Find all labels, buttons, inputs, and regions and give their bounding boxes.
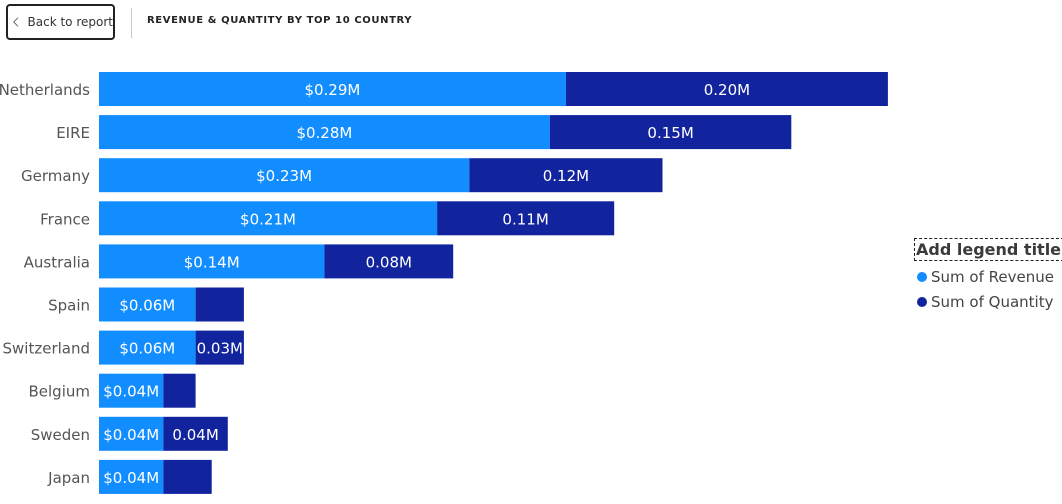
legend: Add legend title Sum of Revenue Sum of Q… <box>914 238 1062 311</box>
revenue-bar-japan[interactable] <box>99 459 164 494</box>
quantity-bar-belgium[interactable] <box>163 373 196 408</box>
legend-marker-quantity <box>917 297 927 307</box>
quantity-bar-australia[interactable] <box>324 244 454 279</box>
header-divider <box>131 8 132 38</box>
revenue-data-label-netherlands: $0.29M <box>304 81 360 99</box>
revenue-bar-eire[interactable] <box>99 115 550 150</box>
revenue-bar-germany[interactable] <box>99 158 470 193</box>
quantity-data-label-sweden: 0.04M <box>172 426 218 444</box>
category-label-sweden: Sweden <box>31 426 90 444</box>
revenue-data-label-belgium: $0.04M <box>103 383 159 401</box>
legend-item-revenue[interactable]: Sum of Revenue <box>917 268 1062 286</box>
revenue-bar-netherlands[interactable] <box>99 72 566 106</box>
legend-item-quantity[interactable]: Sum of Quantity <box>917 293 1062 311</box>
legend-marker-revenue <box>917 272 927 282</box>
revenue-data-label-switzerland: $0.06M <box>119 340 175 358</box>
quantity-data-label-eire: 0.15M <box>647 124 693 142</box>
revenue-bar-spain[interactable] <box>99 287 196 322</box>
chevron-left-icon <box>13 17 19 27</box>
legend-label-revenue: Sum of Revenue <box>931 268 1054 286</box>
quantity-data-label-france: 0.11M <box>502 210 548 228</box>
page-title: REVENUE & QUANTITY BY TOP 10 COUNTRY <box>147 15 413 26</box>
revenue-data-label-japan: $0.04M <box>103 469 159 487</box>
category-label-france: France <box>40 210 90 228</box>
revenue-data-label-france: $0.21M <box>240 210 296 228</box>
revenue-data-label-eire: $0.28M <box>296 124 352 142</box>
revenue-data-label-germany: $0.23M <box>256 167 312 185</box>
revenue-data-label-sweden: $0.04M <box>103 426 159 444</box>
revenue-bar-sweden[interactable] <box>99 416 164 451</box>
bar-chart: Netherlands $0.29M 0.20M EIRE $0.28M 0.15M Ger… <box>0 72 888 494</box>
category-label-netherlands: Netherlands <box>0 81 90 99</box>
quantity-bar-france[interactable] <box>437 201 615 236</box>
category-label-switzerland: Switzerland <box>3 340 91 358</box>
category-label-eire: EIRE <box>56 124 90 142</box>
revenue-data-label-spain: $0.06M <box>119 297 175 315</box>
quantity-data-label-switzerland: 0.03M <box>197 340 243 358</box>
quantity-data-label-australia: 0.08M <box>366 253 412 271</box>
quantity-bar-japan[interactable] <box>163 459 212 494</box>
quantity-data-label-netherlands: 0.20M <box>704 81 750 99</box>
legend-title[interactable]: Add legend title <box>914 238 1062 261</box>
quantity-bar-spain[interactable] <box>195 287 244 322</box>
quantity-bar-germany[interactable] <box>469 158 663 193</box>
category-label-spain: Spain <box>48 297 90 315</box>
category-label-germany: Germany <box>21 167 90 185</box>
legend-label-quantity: Sum of Quantity <box>931 293 1054 311</box>
quantity-bar-sweden[interactable] <box>163 416 228 451</box>
quantity-data-label-germany: 0.12M <box>543 167 589 185</box>
quantity-bar-eire[interactable] <box>549 115 792 150</box>
revenue-bar-france[interactable] <box>99 201 438 236</box>
category-label-japan: Japan <box>47 469 90 487</box>
revenue-bar-australia[interactable] <box>99 244 325 279</box>
revenue-bar-switzerland[interactable] <box>99 330 196 365</box>
revenue-bar-belgium[interactable] <box>99 373 164 408</box>
revenue-data-label-australia: $0.14M <box>184 253 240 271</box>
quantity-bar-switzerland[interactable] <box>195 330 244 365</box>
back-to-report-button[interactable]: Back to report <box>6 4 115 40</box>
quantity-bar-netherlands[interactable] <box>565 72 888 106</box>
category-label-australia: Australia <box>24 253 90 271</box>
back-to-report-label: Back to report <box>27 15 113 29</box>
category-label-belgium: Belgium <box>29 383 91 401</box>
